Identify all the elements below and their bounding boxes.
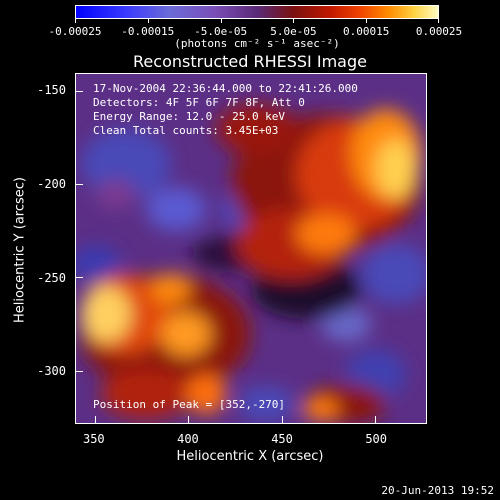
- y-tick-label: -200: [37, 176, 66, 191]
- y-tick-label: -150: [37, 82, 66, 97]
- x-tick-mark: [188, 416, 190, 423]
- colorbar-units: (photons cm⁻² s⁻¹ asec⁻²): [174, 37, 340, 50]
- x-tick-label: 450: [271, 432, 293, 446]
- x-tick-label: 350: [82, 432, 105, 446]
- x-tick-label: 500: [365, 432, 388, 446]
- y-axis-label: Heliocentric Y (arcsec): [12, 177, 28, 323]
- y-tick-mark: [76, 370, 83, 372]
- timestamp: 20-Jun-2013 19:52: [381, 484, 494, 497]
- colorbar-tick-mark: [366, 19, 368, 23]
- colorbar-tick-label: -0.00025: [48, 25, 102, 38]
- time-range-text: 17-Nov-2004 22:36:44.000 to 22:41:26.000: [93, 82, 358, 95]
- colorbar: [75, 5, 439, 19]
- x-tick-mark: [375, 416, 377, 423]
- y-tick-label: -300: [37, 364, 66, 379]
- colorbar-tick-label: -5.0e-05: [194, 25, 248, 38]
- colorbar-tick-mark: [220, 19, 222, 23]
- rhessi-image-plot: [75, 73, 427, 424]
- x-tick-label: 400: [177, 432, 199, 446]
- colorbar-tick-label: -0.00015: [121, 25, 175, 38]
- colorbar-tick-mark: [147, 19, 149, 23]
- plot-title: Reconstructed RHESSI Image: [133, 52, 367, 71]
- colorbar-tick-label: 0.00025: [415, 25, 463, 38]
- y-tick-mark: [76, 184, 83, 186]
- clean-total-counts-text: Clean Total counts: 3.45E+03: [93, 124, 279, 137]
- detectors-text: Detectors: 4F 5F 6F 7F 8F, Att 0: [93, 96, 305, 109]
- colorbar-tick-mark: [438, 19, 439, 23]
- y-tick-mark: [76, 90, 83, 92]
- colorbar-tick-label: 0.00015: [343, 25, 390, 38]
- colorbar-frame: [75, 5, 439, 19]
- axis-ticks: [76, 74, 426, 423]
- x-tick-mark: [94, 416, 96, 423]
- colorbar-tick-label: 5.0e-05: [270, 25, 317, 38]
- image-blobs: [76, 104, 426, 423]
- x-axis-label: Heliocentric X (arcsec): [176, 449, 324, 464]
- energy-range-text: Energy Range: 12.0 - 25.0 keV: [93, 110, 286, 123]
- y-tick-mark: [76, 277, 83, 279]
- colorbar-tick-mark: [293, 19, 295, 23]
- colorbar-tick-mark: [75, 19, 76, 23]
- peak-position-text: Position of Peak = [352,-270]: [93, 398, 286, 411]
- x-tick-mark: [281, 416, 283, 423]
- y-tick-label: -250: [37, 270, 66, 285]
- rhessi-image: [76, 74, 426, 423]
